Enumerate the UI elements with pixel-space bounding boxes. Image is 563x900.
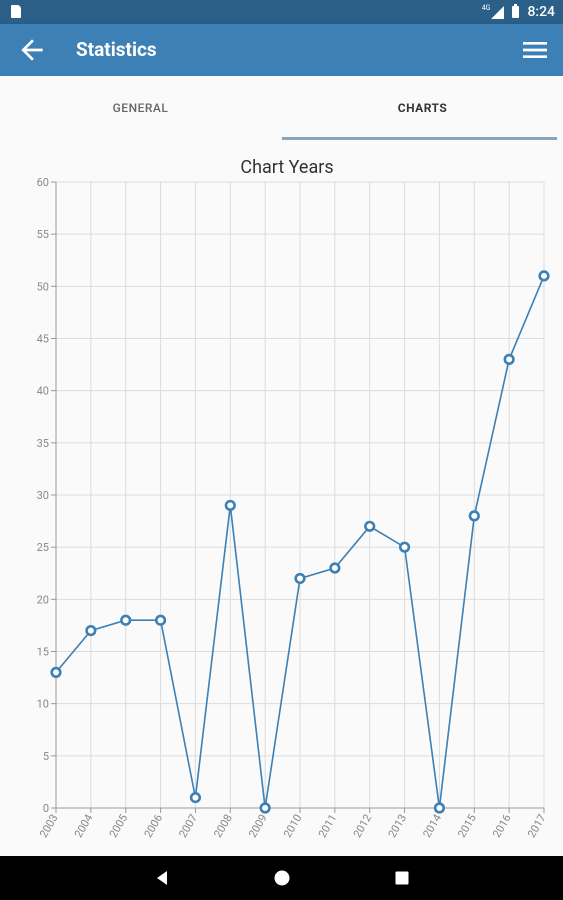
y-tick-label: 5 [43,750,49,763]
x-tick-label: 2017 [525,812,549,840]
data-point [433,802,446,814]
data-point [329,562,341,574]
line-chart: Chart Years 0 5 10 15 20 25 30 35 40 45 50 55 60 200… [37,157,550,840]
y-tick-label: 55 [37,228,49,241]
data-point [538,270,550,282]
data-point [120,614,132,626]
data-point [294,572,306,585]
hamburger-menu-icon[interactable] [519,34,551,66]
data-point [503,353,515,365]
x-tick-label: 2013 [386,812,410,840]
x-tick-label: 2009 [246,812,270,840]
y-axis: 0 5 10 15 20 25 30 35 40 45 50 55 60 [37,176,57,815]
y-tick-label: 20 [37,593,49,606]
x-tick-label: 2007 [176,812,200,840]
x-axis: 2003 2004 2005 2006 2007 2008 2009 2010 2011 2012… [37,807,549,840]
x-tick-label: 2003 [37,812,61,840]
app-bar: Statistics [0,24,563,76]
signal-icon [491,5,505,19]
data-points [50,270,550,814]
arrow-left-icon[interactable] [16,34,48,66]
data-point [189,791,202,804]
y-tick-label: 35 [37,437,49,450]
tab-charts[interactable]: CHARTS [397,101,448,115]
data-point [154,614,167,626]
x-tick-label: 2010 [281,812,305,840]
data-point [50,666,62,678]
y-tick-label: 45 [37,333,49,346]
y-tick-label: 60 [37,176,49,189]
status-bar: 4G 8:24 [0,0,563,24]
x-tick-label: 2012 [351,812,375,840]
active-tab-indicator [282,137,557,140]
data-point [224,499,236,512]
chart-title: Chart Years [240,157,333,178]
y-tick-label: 15 [37,646,49,659]
page-title: Statistics [76,38,157,61]
data-point [468,510,480,522]
y-tick-label: 40 [37,385,49,398]
system-nav-bar [0,856,563,900]
x-tick-label: 2008 [211,812,235,840]
x-tick-label: 2005 [107,812,131,840]
nav-home-circle-icon[interactable] [270,866,294,890]
tab-general[interactable]: GENERAL [112,101,169,115]
chart-grid [55,181,545,809]
battery-icon [512,4,520,18]
data-point [398,541,411,553]
y-tick-label: 30 [37,489,49,502]
x-tick-label: 2011 [316,812,340,840]
y-tick-label: 10 [37,698,49,711]
data-point [259,802,271,814]
sd-card-icon [11,5,21,18]
data-point [364,520,376,532]
x-tick-label: 2014 [420,812,444,840]
y-tick-label: 0 [43,802,49,815]
y-tick-label: 25 [37,541,49,554]
x-tick-label: 2004 [72,812,96,840]
status-time: 8:24 [527,4,555,20]
nav-back-triangle-icon[interactable] [150,866,174,890]
y-tick-label: 50 [37,280,49,293]
data-point [85,625,97,637]
network-type: 4G [481,4,491,12]
x-tick-label: 2006 [142,812,166,840]
x-tick-label: 2016 [490,812,514,840]
nav-recents-square-icon[interactable] [390,866,414,890]
x-tick-label: 2015 [455,812,479,840]
tab-bar: GENERAL CHARTS [0,76,563,140]
